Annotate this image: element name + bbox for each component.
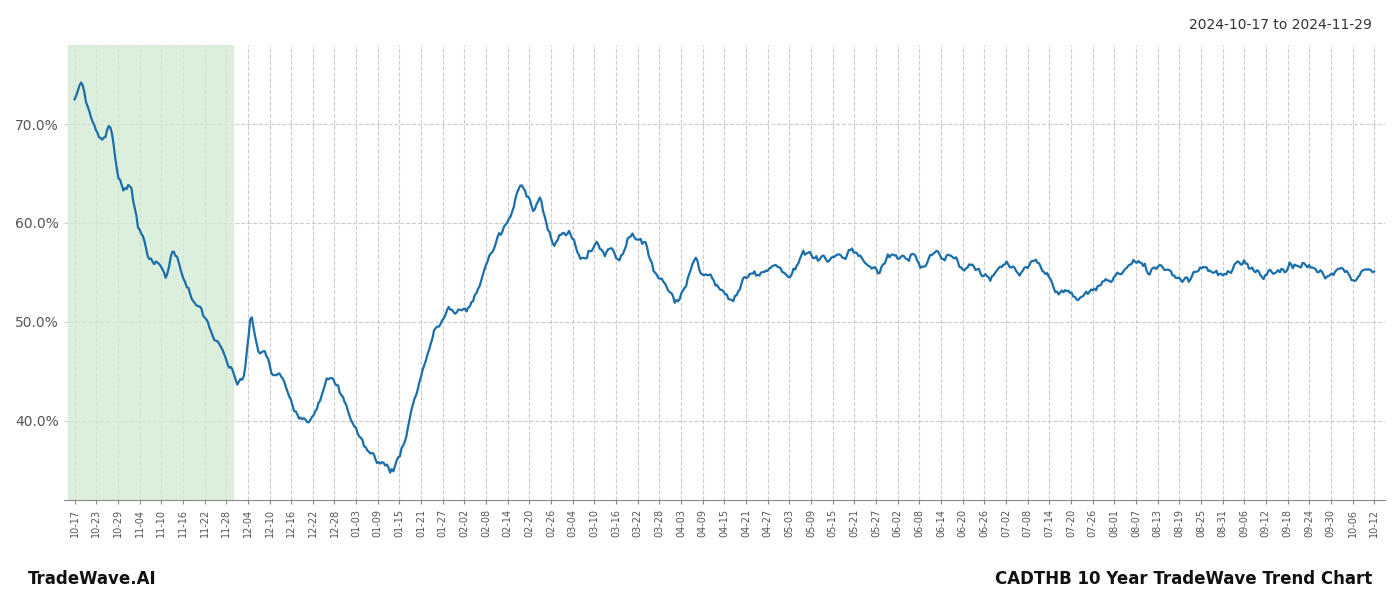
Bar	[69, 45, 232, 500]
Text: TradeWave.AI: TradeWave.AI	[28, 570, 157, 588]
Text: 2024-10-17 to 2024-11-29: 2024-10-17 to 2024-11-29	[1189, 18, 1372, 32]
Text: CADTHB 10 Year TradeWave Trend Chart: CADTHB 10 Year TradeWave Trend Chart	[995, 570, 1372, 588]
